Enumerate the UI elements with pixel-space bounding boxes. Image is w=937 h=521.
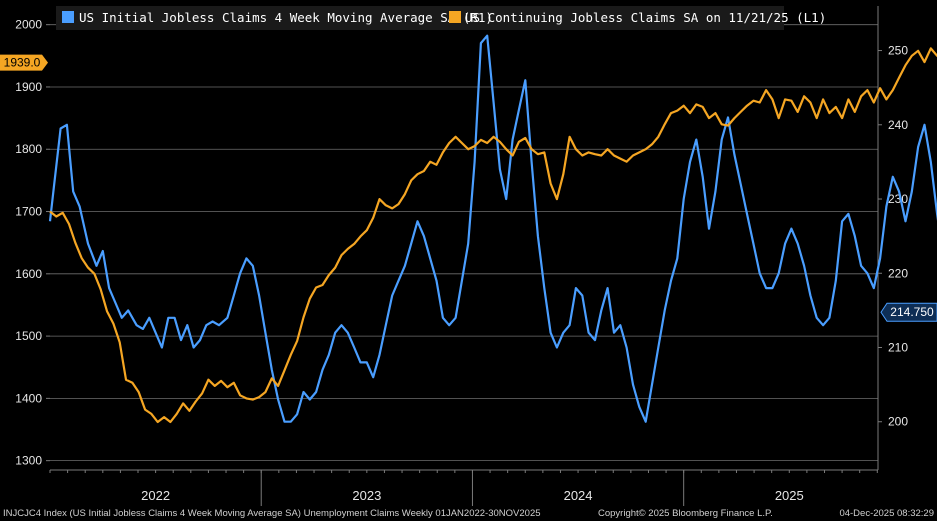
- right-tick-label-250: 250: [888, 44, 908, 58]
- legend-entry-initial-claims: US Initial Jobless Claims 4 Week Moving …: [79, 10, 493, 25]
- series-line-initial-claims: [48, 34, 937, 423]
- last-value-label-left: 1939.0: [4, 56, 41, 70]
- legend-swatch-continuing-claims: [449, 11, 461, 23]
- left-tick-label-2000: 2000: [15, 18, 42, 32]
- left-tick-label-1500: 1500: [15, 329, 42, 343]
- last-value-tag-left: [0, 54, 48, 71]
- legend-box: [56, 6, 784, 30]
- right-tick-label-210: 210: [888, 341, 908, 355]
- legend-swatch-initial-claims: [62, 11, 74, 23]
- left-tick-label-1700: 1700: [15, 205, 42, 219]
- right-tick-label-220: 220: [888, 266, 908, 280]
- right-tick-label-230: 230: [888, 192, 908, 206]
- left-tick-label-1600: 1600: [15, 267, 42, 281]
- left-tick-label-1900: 1900: [15, 80, 42, 94]
- x-tick-label-2022: 2022: [141, 488, 170, 503]
- series-line-continuing-claims: [49, 47, 937, 424]
- x-tick-label-2024: 2024: [564, 488, 593, 503]
- last-value-label-right: 214.750: [890, 305, 934, 319]
- left-tick-label-1400: 1400: [15, 391, 42, 405]
- footer-copyright: Copyright© 2025 Bloomberg Finance L.P.: [598, 508, 773, 519]
- right-tick-label-200: 200: [888, 415, 908, 429]
- left-tick-label-1300: 1300: [15, 454, 42, 468]
- right-tick-label-240: 240: [888, 118, 908, 132]
- x-tick-label-2025: 2025: [775, 488, 804, 503]
- footer-description: INJCJC4 Index (US Initial Jobless Claims…: [3, 508, 541, 519]
- left-tick-label-1800: 1800: [15, 142, 42, 156]
- last-value-tag-right: [880, 302, 937, 322]
- footer-timestamp: 04-Dec-2025 08:32:29: [839, 508, 934, 519]
- x-tick-label-2023: 2023: [352, 488, 381, 503]
- legend-entry-continuing-claims: US Continuing Jobless Claims SA on 11/21…: [465, 10, 826, 25]
